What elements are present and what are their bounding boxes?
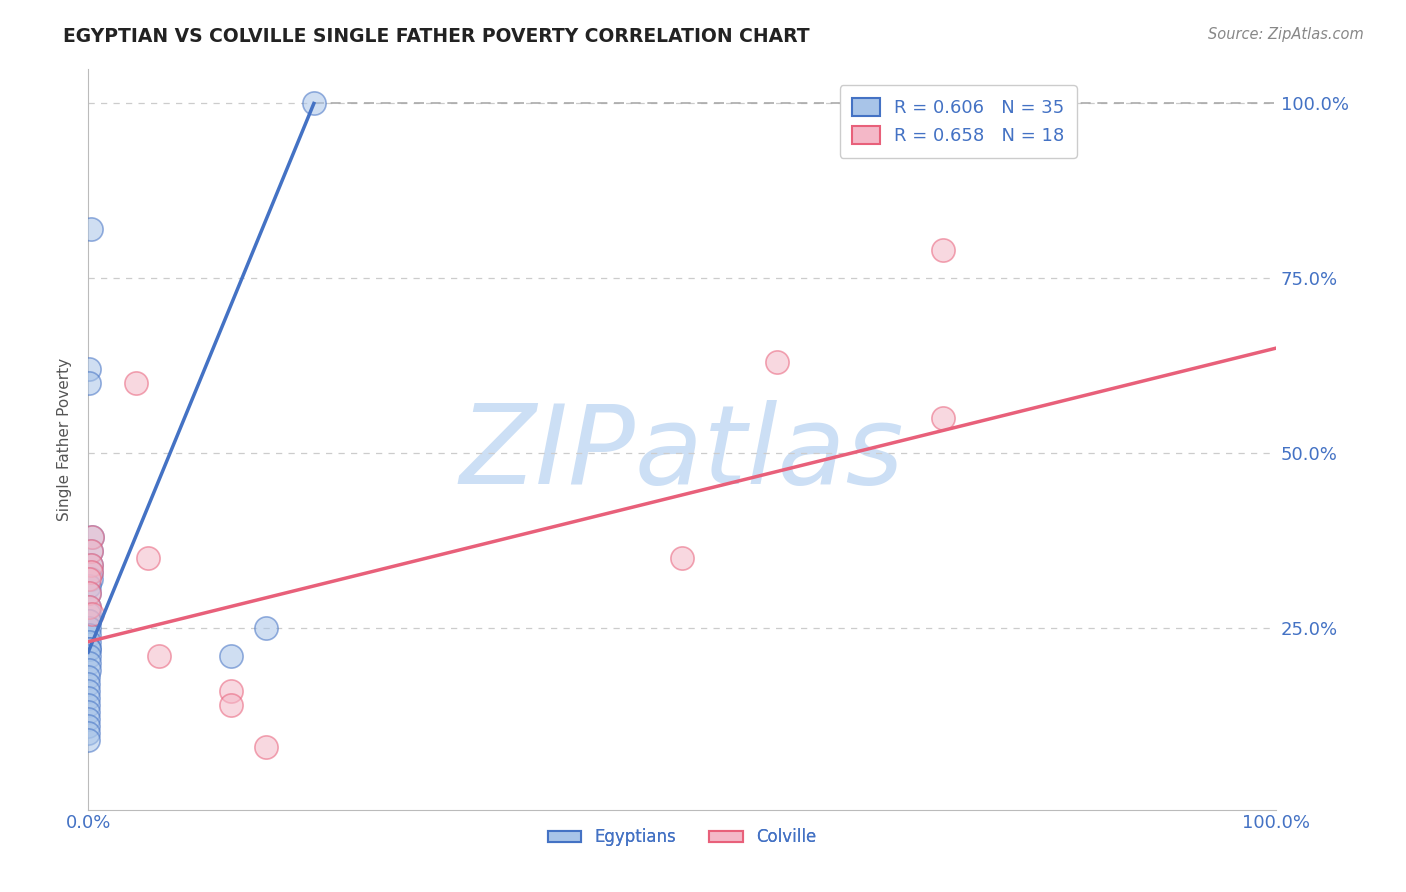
Point: [148, 648, 170, 663]
Point: [79, 572, 101, 586]
Point: [77, 719, 100, 733]
Point: [77, 641, 100, 656]
Point: [77, 663, 100, 677]
Point: [77, 670, 100, 684]
Point: [77, 683, 100, 698]
Text: ZIPatlas: ZIPatlas: [460, 401, 904, 508]
Point: [219, 683, 242, 698]
Text: EGYPTIAN VS COLVILLE SINGLE FATHER POVERTY CORRELATION CHART: EGYPTIAN VS COLVILLE SINGLE FATHER POVER…: [63, 27, 810, 45]
Point: [77, 621, 100, 635]
Point: [77, 732, 100, 747]
Point: [219, 698, 242, 712]
Point: [79, 565, 101, 579]
Point: [80, 530, 103, 544]
Point: [79, 599, 101, 614]
Point: [766, 355, 789, 369]
Y-axis label: Single Father Poverty: Single Father Poverty: [58, 358, 72, 521]
Point: [77, 614, 100, 628]
Point: [77, 725, 100, 739]
Point: [77, 648, 100, 663]
Point: [79, 565, 101, 579]
Point: [254, 621, 277, 635]
Point: [80, 530, 103, 544]
Point: [77, 656, 100, 670]
Point: [79, 599, 101, 614]
Point: [254, 739, 277, 754]
Point: [79, 572, 101, 586]
Point: [79, 362, 101, 376]
Point: [79, 614, 101, 628]
Point: [136, 550, 159, 565]
Point: [79, 579, 101, 593]
Point: [79, 586, 101, 600]
Point: [79, 558, 101, 572]
Point: [79, 558, 101, 572]
Point: [77, 705, 100, 719]
Point: [302, 96, 325, 111]
Point: [932, 411, 955, 425]
Point: [77, 698, 100, 712]
Point: [79, 376, 101, 390]
Point: [79, 586, 101, 600]
Point: [77, 641, 100, 656]
Text: Source: ZipAtlas.com: Source: ZipAtlas.com: [1208, 27, 1364, 42]
Point: [77, 628, 100, 642]
Point: [80, 607, 103, 621]
Point: [77, 690, 100, 705]
Point: [79, 222, 101, 236]
Point: [77, 712, 100, 726]
Point: [79, 607, 101, 621]
Point: [79, 544, 101, 558]
Point: [124, 376, 146, 390]
Point: [77, 634, 100, 648]
Point: [79, 544, 101, 558]
Legend: Egyptians, Colville: Egyptians, Colville: [541, 822, 823, 853]
Point: [219, 648, 242, 663]
Point: [77, 676, 100, 690]
Point: [671, 550, 693, 565]
Point: [932, 244, 955, 258]
